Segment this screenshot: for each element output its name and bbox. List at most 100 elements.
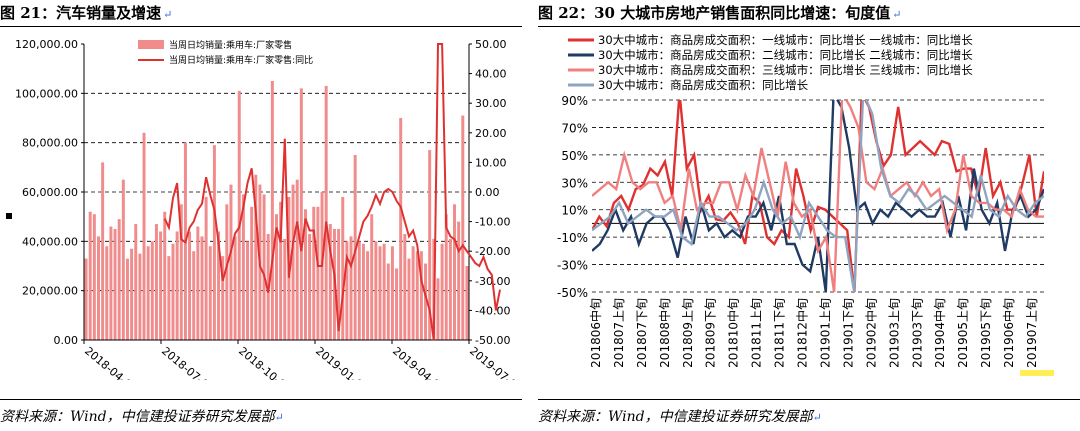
- x-tick-label: 201901下旬: [841, 298, 855, 368]
- bar: [146, 246, 150, 340]
- bar: [303, 209, 307, 340]
- bar: [316, 206, 320, 340]
- x-tick-label: 201808中旬: [657, 298, 672, 368]
- bar: [254, 174, 258, 340]
- bar: [415, 251, 419, 340]
- bar: [212, 145, 216, 340]
- bar: [403, 233, 407, 340]
- x-tick-label: 2019-07-07: [467, 344, 522, 380]
- bar: [154, 224, 158, 340]
- y-tick-label: -30%: [557, 259, 588, 273]
- bar: [399, 118, 403, 340]
- legend-label: 30大中城市：商品房成交面积：一线城市：同比增长 一线城市：同比增长: [598, 33, 973, 47]
- line-series-yoy: [163, 43, 501, 341]
- bar: [349, 236, 353, 340]
- left-figure-title: 图 21：汽车销量及增速 ↵: [0, 4, 173, 22]
- bar: [200, 236, 204, 340]
- bullet-mark: [6, 213, 12, 219]
- bar: [308, 233, 312, 340]
- x-tick-label: 201806中旬: [588, 298, 603, 368]
- bar: [188, 231, 192, 340]
- y-tick-label: -10%: [557, 231, 588, 245]
- x-tick-label: 201905下旬: [979, 298, 993, 368]
- bar: [246, 241, 250, 340]
- legend-swatch-bar: [138, 40, 164, 49]
- y-left-tick-label: 40,000.00: [22, 235, 78, 248]
- y-left-tick-label: 80,000.00: [22, 137, 78, 150]
- bar: [142, 132, 146, 340]
- bar: [428, 150, 432, 340]
- bar: [457, 221, 461, 340]
- left-title-rule: [0, 26, 522, 27]
- bar: [130, 248, 134, 340]
- bar: [353, 155, 357, 340]
- bar: [465, 266, 469, 340]
- y-right-tick-label: -10.00: [475, 216, 510, 229]
- series-line-1: [592, 100, 1044, 292]
- legend-label: 30大中城市：商品房成交面积：同比增长: [598, 78, 809, 92]
- bar: [436, 278, 440, 340]
- y-left-tick-label: 20,000.00: [22, 285, 78, 298]
- bar: [378, 246, 382, 340]
- x-tick-label: 2018-04-07: [82, 344, 139, 380]
- x-tick-label: 201903下旬: [910, 298, 924, 368]
- y-right-tick-label: 0.00: [475, 186, 500, 199]
- bar: [407, 258, 411, 340]
- bar: [229, 184, 233, 340]
- y-tick-label: 10%: [561, 204, 588, 218]
- y-right-tick-label: 40.00: [475, 68, 507, 81]
- bar: [117, 219, 121, 340]
- bar: [361, 243, 365, 340]
- bar: [163, 211, 167, 340]
- bar: [299, 88, 303, 341]
- bar: [96, 236, 100, 340]
- y-left-tick-label: 0.00: [54, 334, 79, 347]
- bar: [382, 243, 386, 340]
- bar: [295, 179, 299, 340]
- bar: [424, 263, 428, 340]
- x-tick-label: 201807下旬: [635, 298, 649, 368]
- bar: [283, 238, 287, 340]
- bar: [113, 229, 117, 340]
- bar: [101, 162, 105, 340]
- x-tick-label: 201807上旬: [612, 298, 626, 368]
- bar: [411, 246, 415, 340]
- bar: [453, 204, 457, 340]
- bar: [138, 253, 142, 340]
- x-tick-label: 2019-04-07: [390, 344, 447, 380]
- bar: [262, 194, 266, 340]
- x-tick-label: 2018-07-07: [159, 344, 216, 380]
- x-tick-label: 201809上旬: [681, 298, 695, 368]
- bar: [225, 204, 229, 340]
- x-tick-label: 201905上旬: [956, 298, 970, 368]
- bar: [171, 243, 175, 340]
- x-tick-label: 2018-10-07: [236, 344, 293, 380]
- bar: [345, 241, 349, 340]
- bar: [395, 268, 399, 340]
- return-arrow-icon: ↵: [274, 411, 284, 424]
- bar: [167, 256, 171, 340]
- x-tick-label: 201812中旬: [795, 298, 810, 368]
- bar: [121, 179, 125, 340]
- right-source-rule: [538, 399, 1080, 400]
- bar: [448, 238, 452, 340]
- y-right-tick-label: -50.00: [475, 334, 510, 347]
- y-tick-label: 90%: [561, 94, 588, 108]
- return-arrow-icon: ↵: [163, 8, 173, 21]
- legend-label: 当周日均销量:乘用车:厂家零售: [169, 39, 292, 51]
- right-figure-title: 图 22：30 大城市房地产销售面积同比增速：旬度值 ↵: [538, 4, 902, 22]
- y-tick-label: 70%: [561, 121, 588, 135]
- left-chart: 120,000.00 100,000.00 80,000.00 60,000.00 40…: [15, 38, 522, 380]
- bar: [221, 256, 225, 340]
- bar: [105, 246, 109, 340]
- series-line-3: [592, 100, 1044, 292]
- bar: [134, 224, 138, 340]
- x-tick-label: 201907上旬: [1025, 298, 1039, 368]
- bar: [159, 231, 163, 340]
- y-right-tick-label: 50.00: [475, 38, 507, 51]
- bar: [125, 258, 129, 340]
- return-arrow-icon: ↵: [812, 411, 822, 424]
- bar: [109, 226, 113, 340]
- bar: [196, 226, 200, 340]
- y-left-tick-label: 60,000.00: [22, 186, 78, 199]
